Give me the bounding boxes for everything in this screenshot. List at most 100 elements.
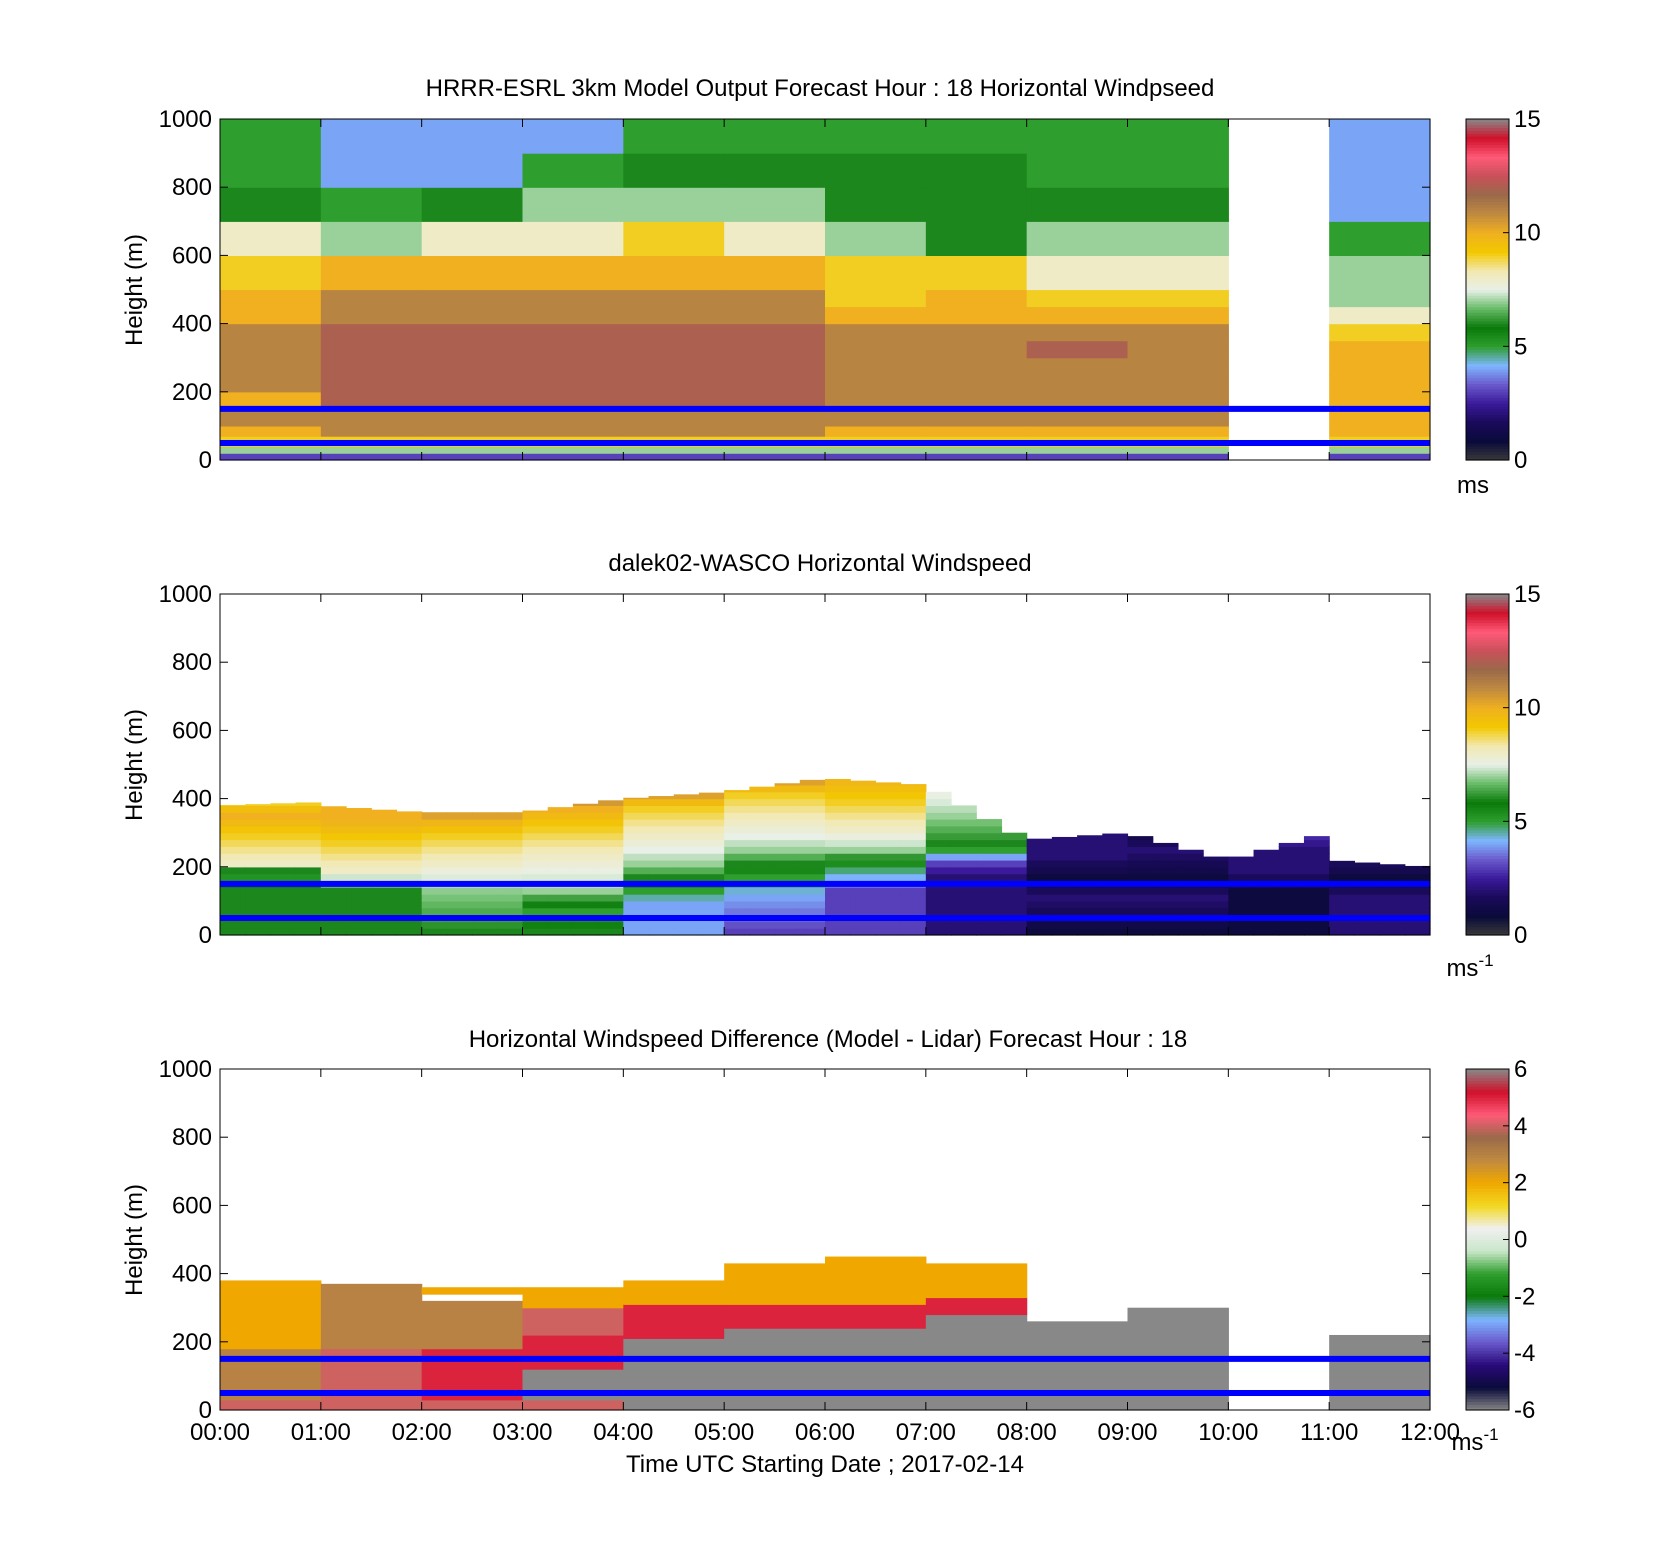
colorbar-swatch [1466,747,1509,751]
lidar-cell [900,846,927,854]
lidar-cell [951,832,977,841]
lidar-cell [1203,900,1229,909]
lidar-cell [472,866,498,875]
model-cell [320,306,423,325]
model-cell [825,340,927,359]
lidar-cell [951,900,977,909]
lidar-cell [1228,887,1255,895]
lidar-cell [1051,839,1078,847]
lidar-cell [220,825,246,834]
x-tick-label: 11:00 [1300,1419,1358,1446]
model-cell [1329,221,1431,256]
lidar-cell [497,907,524,916]
colorbar-swatch [1466,1154,1509,1158]
colorbar-swatch [1466,736,1509,740]
colorbar-swatch [1466,172,1509,177]
lidar-cell [472,859,498,868]
colorbar-swatch [1466,1333,1509,1337]
lidar-cell [673,825,700,834]
lidar-cell [799,798,826,807]
colorbar-swatch [1466,827,1509,831]
colorbar-swatch [1466,900,1509,905]
lidar-cell [371,812,398,820]
colorbar-swatch [1466,377,1509,382]
lidar-cell [497,819,524,827]
colorbar-swatch [1466,1347,1509,1351]
lidar-cell [547,921,574,929]
lidar-cell [295,825,322,834]
lidar-cell [900,819,927,827]
lidar-cell [346,887,372,895]
lidar-cell [1102,839,1129,847]
lidar-cell [547,900,574,909]
lidar-cell [774,832,801,841]
colorbar-swatch [1466,1387,1509,1391]
colorbar-swatch [1466,269,1509,274]
lidar-cell [1051,859,1078,868]
lidar-cell [774,900,801,909]
difference-cell [724,1304,826,1329]
lidar-cell [547,839,574,847]
lidar-cell [1001,853,1028,861]
colorbar-swatch [1466,1159,1509,1164]
lidar-cell [1026,928,1053,936]
lidar-cell [320,900,347,909]
model-cell [320,446,423,454]
colorbar-tick-label: 0 [1514,922,1527,949]
colorbar-swatch [1466,1236,1509,1241]
colorbar-swatch [1466,1128,1509,1133]
y-tick-label: 0 [199,447,212,474]
lidar-cell [724,853,750,861]
lidar-cell [346,853,372,861]
lidar-cell [472,921,498,929]
colorbar-swatch [1466,181,1509,185]
lidar-cell [396,873,423,882]
lidar-cell [1026,887,1053,895]
lidar-cell [220,804,246,807]
lidar-cell [320,859,347,868]
colorbar-swatch [1466,1290,1509,1295]
model-cell [1127,408,1229,427]
lidar-cell [825,900,851,909]
lidar-cell [1127,907,1154,916]
model-cell [1026,357,1129,376]
colorbar-swatch [1466,1330,1509,1334]
lidar-cell [295,802,322,807]
colorbar-swatch [1466,676,1509,680]
lidar-cell [320,866,347,875]
model-cell [220,408,322,427]
lidar-cell [724,846,750,854]
colorbar-swatch [1466,215,1509,220]
lidar-cell [598,894,624,902]
colorbar-swatch [1466,130,1509,134]
model-cell [320,357,423,376]
lidar-cell [1127,887,1154,895]
lidar-cell [648,853,675,861]
lidar-cell [1051,894,1078,902]
lidar-cell [598,900,624,909]
lidar-cell [749,928,776,936]
lidar-cell [1001,866,1028,875]
lidar-cell [522,873,549,882]
colorbar-swatch [1466,354,1509,359]
lidar-cell [673,812,700,820]
panel-lidar-colorbar-unit: ms-1 [1446,951,1493,982]
colorbar-swatch [1466,599,1509,604]
model-cell [522,187,624,222]
colorbar-swatch [1466,1117,1509,1121]
lidar-cell [1001,894,1028,902]
colorbar-swatch [1466,815,1509,820]
lidar-cell [825,839,851,847]
colorbar-swatch [1466,1378,1509,1383]
colorbar-swatch [1466,306,1509,310]
model-cell [1026,221,1129,256]
difference-cell [1026,1321,1129,1411]
colorbar-swatch [1466,1137,1509,1141]
colorbar-swatch [1466,1267,1509,1272]
model-cell [320,340,423,359]
lidar-cell [1354,887,1381,895]
colorbar-swatch [1466,332,1509,336]
lidar-cell [1127,900,1154,909]
model-cell [320,221,423,256]
colorbar-swatch [1466,824,1509,828]
